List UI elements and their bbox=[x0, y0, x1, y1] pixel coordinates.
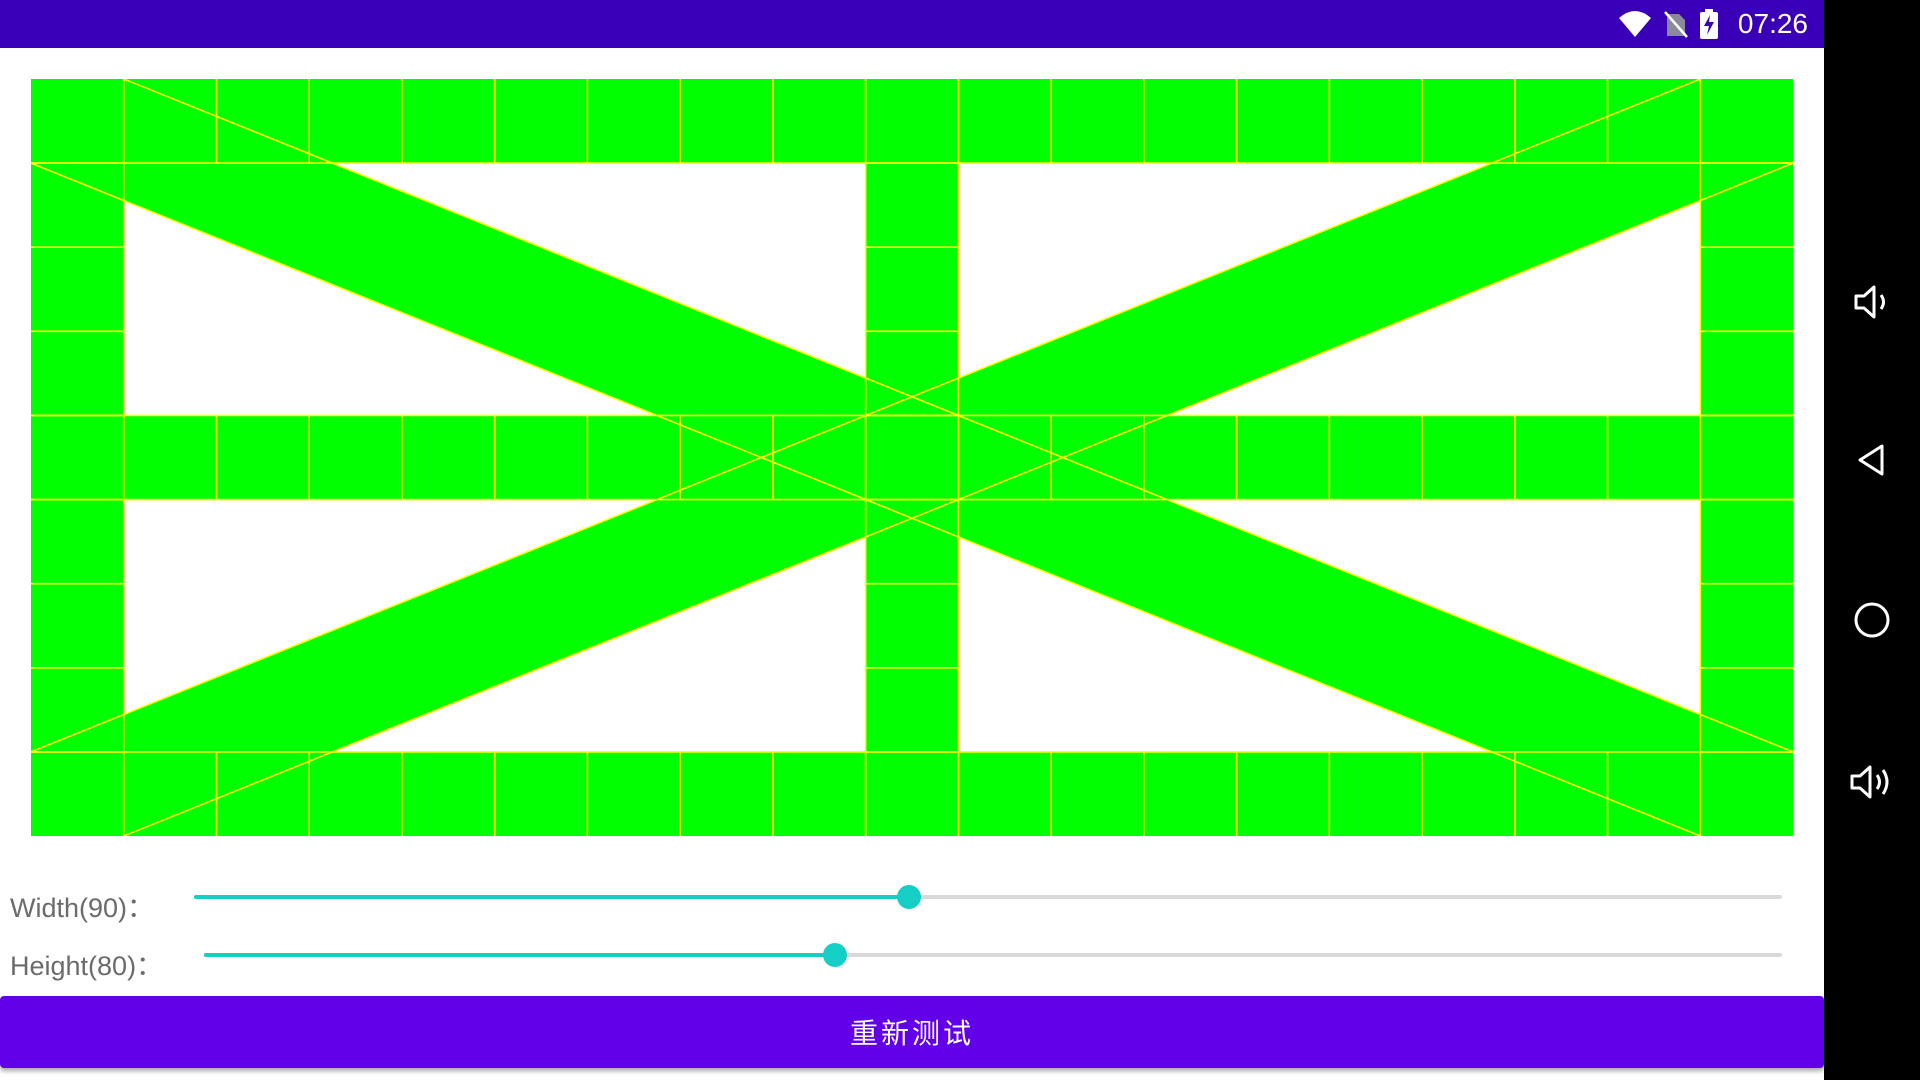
height-slider-row: Height(80)： bbox=[10, 938, 1790, 981]
width-slider[interactable] bbox=[194, 885, 1782, 909]
width-slider-row: Width(90)： bbox=[10, 880, 1790, 923]
diagonal-edge-line bbox=[123, 162, 1793, 836]
battery-charging-icon bbox=[1699, 9, 1718, 39]
home-icon[interactable] bbox=[1842, 590, 1902, 650]
width-slider-thumb[interactable] bbox=[896, 885, 921, 909]
diagonal-edge-line bbox=[31, 162, 1701, 836]
width-slider-fill bbox=[194, 895, 909, 899]
retest-button[interactable]: 重新测试 bbox=[0, 996, 1824, 1068]
status-time: 07:26 bbox=[1737, 8, 1808, 39]
height-slider[interactable] bbox=[204, 943, 1782, 967]
green-bands bbox=[31, 79, 1793, 836]
height-slider-thumb[interactable] bbox=[823, 943, 848, 967]
status-bar: 07:26 bbox=[0, 0, 1824, 48]
grid-canvas bbox=[31, 79, 1793, 836]
diagonal-edge-line bbox=[123, 79, 1793, 753]
height-slider-label: Height(80)： bbox=[10, 951, 164, 981]
back-icon[interactable] bbox=[1842, 430, 1902, 490]
height-slider-fill bbox=[204, 953, 836, 957]
volume-up-icon[interactable] bbox=[1842, 752, 1902, 812]
volume-down-icon[interactable] bbox=[1842, 272, 1902, 332]
diagonal-edge-line bbox=[31, 79, 1701, 753]
wifi-icon bbox=[1618, 10, 1652, 38]
diagonal-band-up bbox=[31, 79, 1793, 836]
no-sim-icon bbox=[1663, 10, 1688, 38]
grid-lines bbox=[31, 79, 1793, 836]
width-slider-label: Width(90)： bbox=[10, 893, 155, 923]
navigation-bar bbox=[1824, 0, 1920, 1080]
